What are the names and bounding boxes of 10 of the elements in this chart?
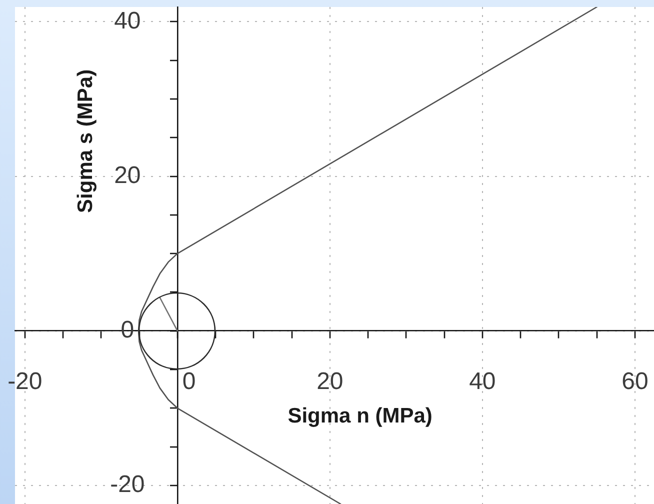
y-tick-label: -20 (110, 471, 145, 498)
x-tick-label: 40 (469, 368, 496, 395)
x-tick-label: 20 (316, 368, 344, 395)
y-tick-label: 20 (114, 162, 141, 189)
x-axis-title: Sigma n (MPa) (288, 404, 432, 428)
x-tick-label: 60 (622, 368, 648, 395)
y-axis-title: Sigma s (MPa) (74, 69, 98, 213)
x-tick-label: -20 (8, 368, 42, 395)
y-tick-label: 40 (114, 7, 141, 34)
x-tick-label: 0 (182, 368, 196, 395)
